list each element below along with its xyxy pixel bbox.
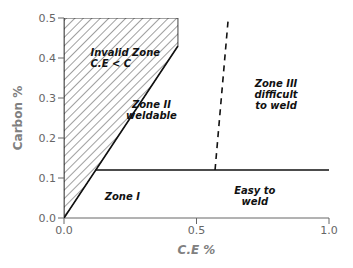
svg-text:0.0: 0.0 (55, 224, 73, 237)
svg-text:0.3: 0.3 (39, 92, 57, 105)
svg-text:Zone IIweldable: Zone IIweldable (126, 99, 177, 121)
svg-text:1.0: 1.0 (320, 224, 338, 237)
svg-text:0.0: 0.0 (39, 212, 57, 225)
svg-text:Carbon %: Carbon % (11, 86, 25, 150)
svg-text:0.4: 0.4 (39, 52, 57, 65)
svg-text:0.2: 0.2 (39, 132, 57, 145)
svg-text:C.E %: C.E % (178, 243, 216, 257)
svg-text:0.1: 0.1 (39, 172, 57, 185)
svg-text:0.5: 0.5 (188, 224, 206, 237)
svg-text:Zone I: Zone I (104, 191, 141, 202)
svg-text:Easy toweld: Easy toweld (234, 185, 275, 207)
svg-text:Zone IIIdifficultto weld: Zone IIIdifficultto weld (254, 78, 299, 111)
svg-text:Invalid ZoneC.E < C: Invalid ZoneC.E < C (91, 47, 161, 69)
svg-text:0.5: 0.5 (39, 12, 57, 25)
